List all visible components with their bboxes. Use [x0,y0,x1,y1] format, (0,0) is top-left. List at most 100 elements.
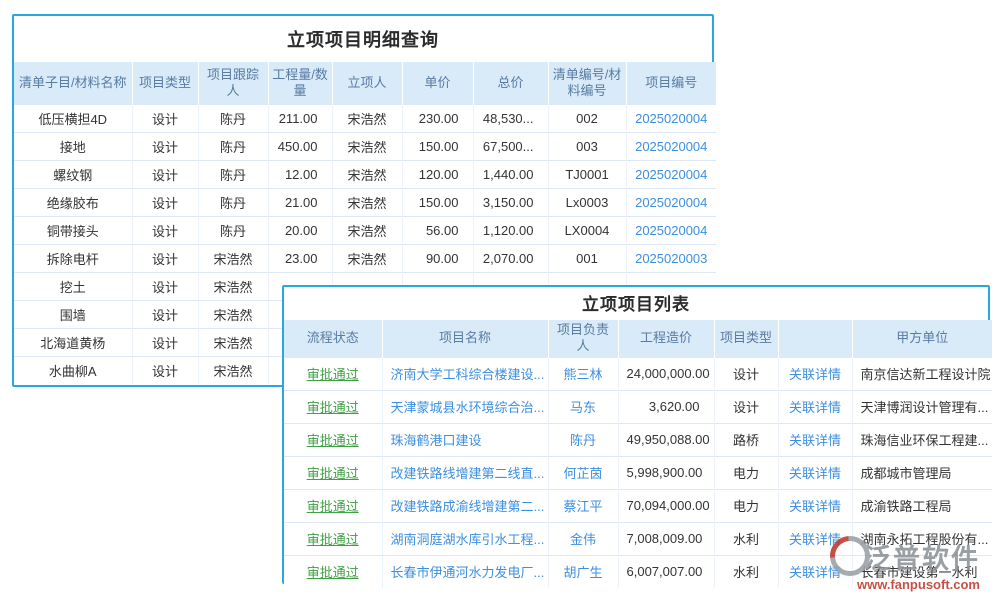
quantity-cell: 23.00 [268,244,333,273]
manager-link[interactable]: 马东 [548,389,619,423]
type-cell: 水利 [714,554,779,588]
unit-price-cell: 230.00 [402,104,474,133]
unit-price-cell: 120.00 [402,160,474,189]
quantity-cell: 21.00 [268,188,333,217]
project-name-link[interactable]: 珠海鹤港口建设 [382,422,549,456]
table-row: 审批通过 珠海鹤港口建设 陈丹 49,950,088.00 路桥 关联详情 珠海信业环保工程… [284,422,992,456]
project-type-cell: 设计 [132,356,199,384]
watermark-brand: 泛普软件 [864,543,980,574]
manager-link[interactable]: 熊三林 [548,356,619,390]
material-name-cell: 铜带接头 [14,216,133,245]
status-link[interactable]: 审批通过 [284,356,383,390]
tracker-cell: 陈丹 [198,216,269,245]
detail-query-table: 清单子目/材料名称 项目类型 项目跟踪人 工程量/数量 立项人 单价 总价 清单编号/材料编号… [14,62,716,384]
quantity-cell: 450.00 [268,132,333,161]
project-type-cell: 设计 [132,300,199,329]
detail-header-row: 清单子目/材料名称 项目类型 项目跟踪人 工程量/数量 立项人 单价 总价 清单编号/材料编号… [14,62,716,105]
type-cell: 设计 [714,356,779,390]
initiator-cell: 宋浩然 [332,132,403,161]
project-name-link[interactable]: 济南大学工科综合楼建设... [382,356,549,390]
project-list-window: 立项项目列表 流程状态 项目名称 项目负责人 工程造价 项目类型 甲方单位 审批通过 济南大… [282,285,992,588]
table-row: 螺纹钢 设计 陈丹 12.00 宋浩然 120.00 1,440.00 TJ0001 20250… [14,160,716,189]
status-link[interactable]: 审批通过 [284,422,383,456]
tracker-cell: 宋浩然 [198,300,269,329]
client-cell: 南京信达新工程设计院 [852,356,992,390]
detail-link[interactable]: 关联详情 [778,422,853,456]
material-name-cell: 低压横担4D [14,104,133,133]
manager-link[interactable]: 胡广生 [548,554,619,588]
type-cell: 电力 [714,455,779,489]
list-code-cell: 002 [548,104,627,133]
column-header: 流程状态 [284,320,383,357]
column-header: 项目跟踪人 [198,62,269,105]
project-name-link[interactable]: 改建铁路成渝线增建第二... [382,488,549,522]
list-code-cell: 001 [548,244,627,273]
project-no-link[interactable]: 2025020004 [626,188,716,217]
initiator-cell: 宋浩然 [332,244,403,273]
project-type-cell: 设计 [132,104,199,133]
unit-price-cell: 90.00 [402,244,474,273]
material-name-cell: 拆除电杆 [14,244,133,273]
material-name-cell: 水曲柳A [14,356,133,384]
list-code-cell: Lx0003 [548,188,627,217]
table-row: 审批通过 济南大学工科综合楼建设... 熊三林 24,000,000.00 设计 关联详情… [284,356,992,390]
status-link[interactable]: 审批通过 [284,521,383,555]
project-list-table: 流程状态 项目名称 项目负责人 工程造价 项目类型 甲方单位 审批通过 济南大学工科综合楼建… [284,320,992,588]
client-cell: 成都城市管理局 [852,455,992,489]
manager-link[interactable]: 何芷茵 [548,455,619,489]
project-no-link[interactable]: 2025020004 [626,104,716,133]
column-header: 立项人 [332,62,403,105]
status-link[interactable]: 审批通过 [284,455,383,489]
project-name-link[interactable]: 长春市伊通河水力发电厂... [382,554,549,588]
tracker-cell: 宋浩然 [198,272,269,301]
status-link[interactable]: 审批通过 [284,488,383,522]
client-cell: 天津博润设计管理有... [852,389,992,423]
detail-link[interactable]: 关联详情 [778,356,853,390]
status-link[interactable]: 审批通过 [284,554,383,588]
total-price-cell: 1,120.00 [473,216,549,245]
detail-link[interactable]: 关联详情 [778,455,853,489]
column-header: 清单编号/材料编号 [548,62,627,105]
detail-link[interactable]: 关联详情 [778,488,853,522]
material-name-cell: 绝缘胶布 [14,188,133,217]
project-no-link[interactable]: 2025020004 [626,132,716,161]
column-header: 项目类型 [132,62,199,105]
list-code-cell: TJ0001 [548,160,627,189]
watermark: 泛普软件 www.fanpusoft.com [830,536,980,592]
project-type-cell: 设计 [132,132,199,161]
detail-link[interactable]: 关联详情 [778,389,853,423]
manager-link[interactable]: 陈丹 [548,422,619,456]
material-name-cell: 北海道黄杨 [14,328,133,357]
project-name-link[interactable]: 天津蒙城县水环境综合治... [382,389,549,423]
type-cell: 水利 [714,521,779,555]
detail-query-title: 立项项目明细查询 [287,30,439,50]
status-link[interactable]: 审批通过 [284,389,383,423]
tracker-cell: 陈丹 [198,104,269,133]
table-row: 审批通过 长春市伊通河水力发电厂... 胡广生 6,007,007.00 水利 关联详情长… [284,554,992,588]
table-row: 铜带接头 设计 陈丹 20.00 宋浩然 56.00 1,120.00 LX0004 20250… [14,216,716,245]
project-no-link[interactable]: 2025020004 [626,160,716,189]
column-header: 清单子目/材料名称 [14,62,133,105]
manager-link[interactable]: 蔡江平 [548,488,619,522]
project-no-link[interactable]: 2025020003 [626,244,716,273]
column-header: 总价 [473,62,549,105]
column-header: 项目负责人 [548,320,619,357]
material-name-cell: 接地 [14,132,133,161]
project-name-link[interactable]: 改建铁路线增建第二线直... [382,455,549,489]
client-cell: 长春市建设第一水利 [852,554,992,588]
unit-price-cell: 150.00 [402,132,474,161]
project-type-cell: 设计 [132,328,199,357]
project-no-link[interactable]: 2025020004 [626,216,716,245]
column-header: 甲方单位 [852,320,992,357]
quantity-cell: 20.00 [268,216,333,245]
tracker-cell: 陈丹 [198,160,269,189]
cost-cell: 3,620.00 [618,389,715,423]
manager-link[interactable]: 金伟 [548,521,619,555]
list-code-cell: LX0004 [548,216,627,245]
project-name-link[interactable]: 湖南洞庭湖水库引水工程... [382,521,549,555]
column-header: 工程量/数量 [268,62,333,105]
client-cell: 珠海信业环保工程建... [852,422,992,456]
unit-price-cell: 150.00 [402,188,474,217]
total-price-cell: 2,070.00 [473,244,549,273]
project-type-cell: 设计 [132,160,199,189]
